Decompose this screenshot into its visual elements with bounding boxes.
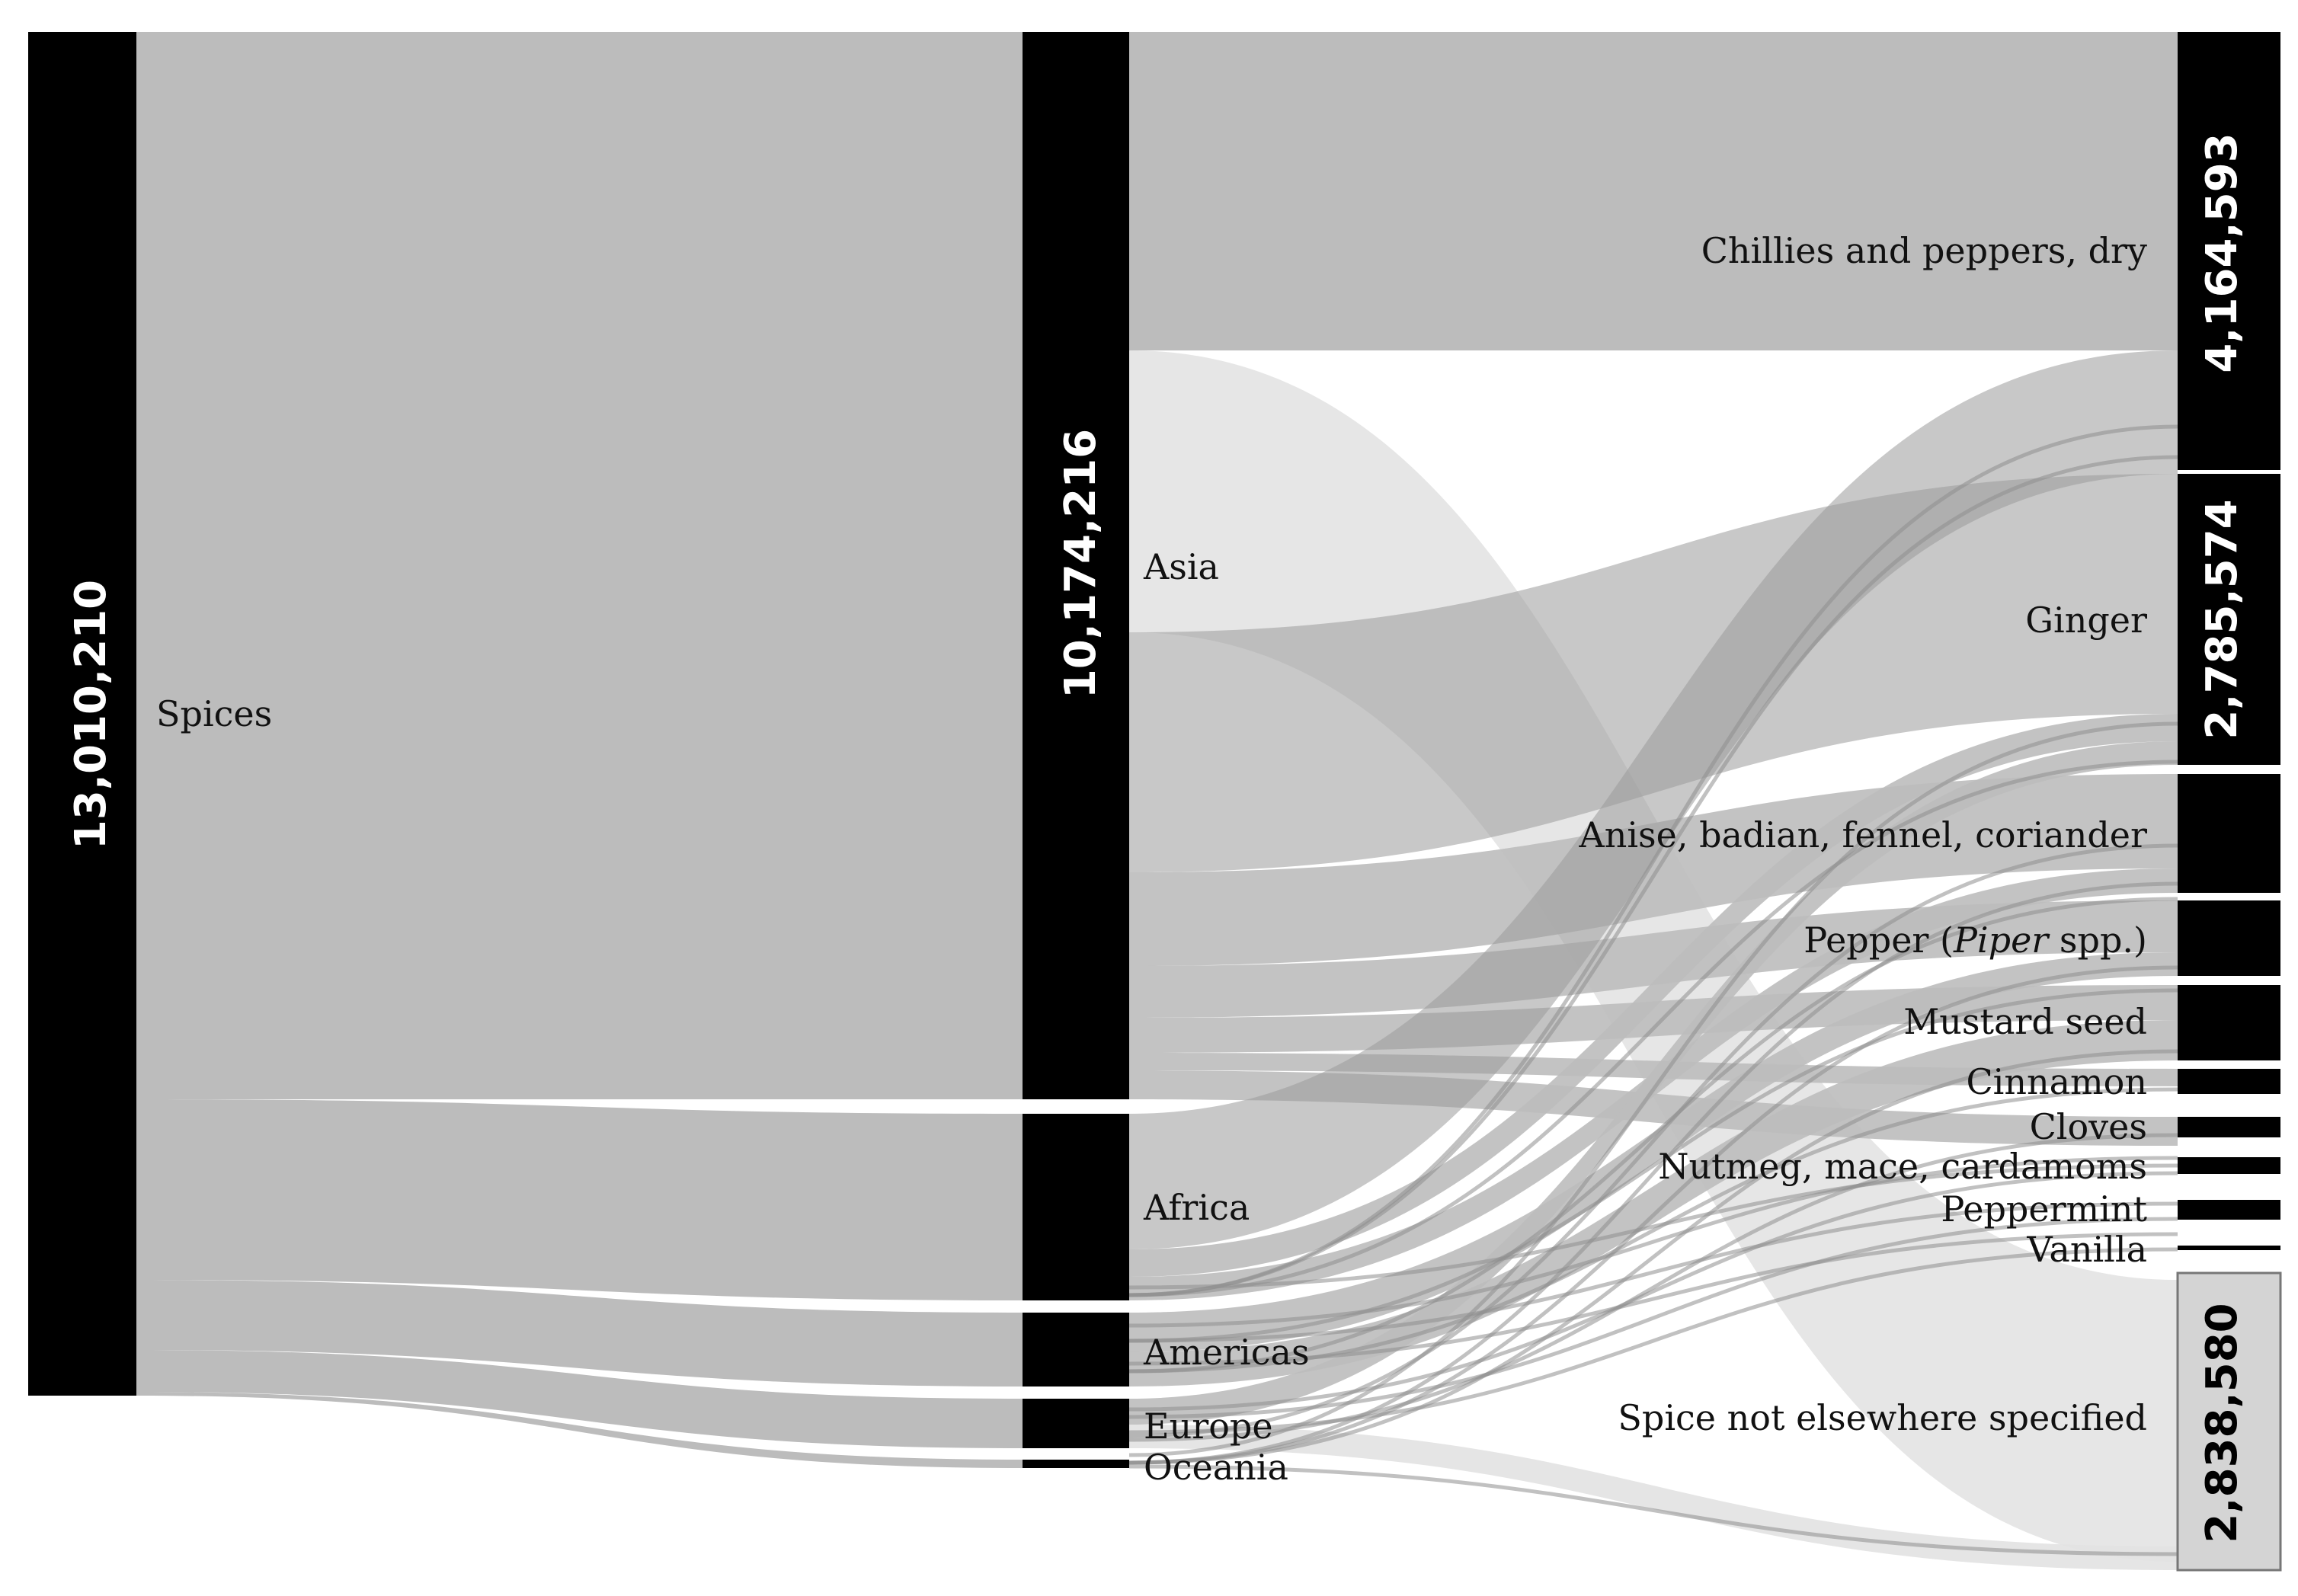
region-label-americas: Americas <box>1143 1332 1310 1373</box>
node-product-6 <box>2178 1117 2280 1137</box>
node-product-3 <box>2178 900 2280 976</box>
node-total <box>28 32 136 1396</box>
region-label-asia: Asia <box>1143 546 1219 587</box>
product-label-peppermint: Peppermint <box>1941 1188 2147 1230</box>
flow-minor-16 <box>1128 988 2178 1343</box>
product-label-pepper-part1: Pepper ( <box>1804 920 1954 961</box>
flow-africa-chillies <box>1129 350 2178 1249</box>
flow-americas-mustard <box>1129 1020 2178 1387</box>
flow-minor-5 <box>1128 1087 2178 1374</box>
product-label-nutmeg: Nutmeg, mace, cardamoms <box>1658 1146 2147 1187</box>
node-product-9 <box>2178 1246 2280 1250</box>
product-label-chillies: Chillies and peppers, dry <box>1701 230 2147 271</box>
node-product-1 <box>2178 474 2280 765</box>
flow-europe-spice-nes <box>1129 1425 2178 1570</box>
flow-total-to-oceania <box>136 1392 1023 1468</box>
node-region-africa <box>1023 1114 1129 1300</box>
node-layer <box>28 32 2282 1572</box>
flow-minor-10 <box>1128 881 2178 1465</box>
region-label-europe: Europe <box>1144 1406 1273 1447</box>
flow-layer <box>136 32 2178 1570</box>
flow-minor-6 <box>1128 1171 2178 1412</box>
flow-minor-19 <box>1128 721 2178 1457</box>
flow-minor-1 <box>1128 455 2178 1297</box>
node-product-0 <box>2178 32 2280 470</box>
flow-africa-ginger <box>1129 714 2178 1277</box>
region-label-oceania: Oceania <box>1144 1447 1288 1488</box>
node-product-7 <box>2178 1157 2280 1174</box>
product-label-pepper-part3: spp.) <box>2048 920 2147 961</box>
flow-minor-2 <box>1128 1156 2178 1328</box>
product-label-pepper: Pepper (Piper spp.) <box>1804 920 2147 961</box>
product-label-spice-nes: Spice not elsewhere specified <box>1618 1397 2147 1438</box>
product-label-vanilla: Vanilla <box>2026 1229 2147 1270</box>
product-value-label-ginger: 2,785,574 <box>2197 499 2247 739</box>
flow-minor-11 <box>1128 965 2178 1465</box>
node-product-4 <box>2178 985 2280 1060</box>
flow-asia-chillies <box>1129 32 2178 350</box>
flow-minor-3 <box>1128 1201 2178 1343</box>
flow-minor-17 <box>1128 1163 2178 1290</box>
product-label-pepper-genus: Piper <box>1953 920 2050 961</box>
node-region-americas <box>1023 1313 1129 1387</box>
category-label-spices: Spices <box>156 693 272 734</box>
node-product-2 <box>2178 774 2280 893</box>
flow-asia-ginger <box>1129 474 2178 872</box>
category-value-label: 10,174,216 <box>1056 429 1106 699</box>
flow-total-to-africa <box>136 1099 1023 1300</box>
product-label-mustard: Mustard seed <box>1903 1001 2147 1042</box>
product-label-cloves: Cloves <box>2030 1106 2147 1147</box>
node-product-5 <box>2178 1069 2280 1094</box>
node-product-10 <box>2176 1271 2282 1572</box>
node-product-8 <box>2178 1200 2280 1220</box>
flow-minor-12 <box>1128 1049 2178 1465</box>
node-region-europe <box>1023 1399 1129 1448</box>
flow-minor-14 <box>1128 760 2178 1297</box>
flow-total-to-europe <box>136 1350 1023 1448</box>
flow-total-to-americas <box>136 1280 1023 1387</box>
flow-minor-9 <box>1128 1133 2178 1442</box>
product-value-label-chillies: 4,164,593 <box>2197 133 2247 373</box>
label-layer: Spices 13,010,210 10,174,216 Asia Africa… <box>66 133 2247 1543</box>
total-value-label: 13,010,210 <box>66 580 116 849</box>
product-label-anise: Anise, badian, fennel, coriander <box>1578 814 2147 856</box>
flow-europe-ginger <box>1129 741 2178 1425</box>
product-label-cinnamon: Cinnamon <box>1966 1061 2147 1102</box>
product-value-label-spice-nes: 2,838,580 <box>2197 1303 2247 1543</box>
product-label-ginger: Ginger <box>2025 600 2147 641</box>
flow-total-to-asia <box>136 32 1023 1099</box>
flow-minor-7 <box>1128 1217 2178 1419</box>
flow-americas-pepper <box>1129 952 2178 1352</box>
node-region-oceania <box>1023 1460 1129 1468</box>
node-region-asia <box>1023 32 1129 1099</box>
flow-minor-15 <box>1128 897 2178 1374</box>
flow-minor-18 <box>1128 843 2178 1438</box>
region-label-africa: Africa <box>1143 1187 1250 1228</box>
flow-minor-13 <box>1128 1464 2178 1556</box>
